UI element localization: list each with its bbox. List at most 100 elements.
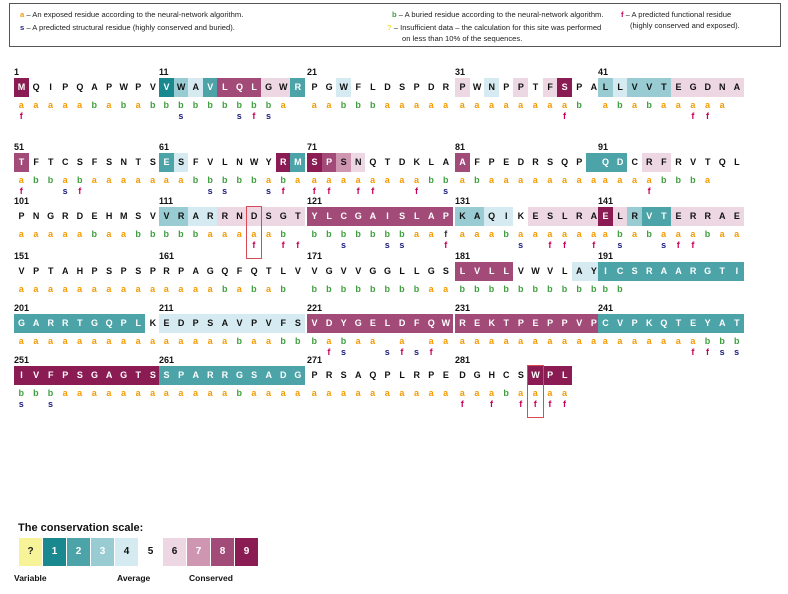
block-position-number: 51 xyxy=(14,142,25,152)
residue-cell: R xyxy=(275,153,291,172)
residue-cell: P xyxy=(57,366,73,385)
residue-cell: R xyxy=(685,207,701,226)
burial-annotation: a xyxy=(33,229,39,239)
residue-cell: G xyxy=(700,262,716,281)
residue-cell: L xyxy=(217,78,233,97)
residue-cell: F xyxy=(188,153,204,172)
burial-annotation: a xyxy=(428,336,434,346)
burial-annotation: a xyxy=(591,336,597,346)
residue-cell: L xyxy=(598,78,613,97)
residue-cell: V xyxy=(145,207,161,226)
burial-annotation: a xyxy=(326,100,332,110)
function-annotation: f xyxy=(296,240,300,250)
residue-cell: E xyxy=(498,153,514,172)
residue-cell: C xyxy=(627,153,643,172)
block-position-number: 151 xyxy=(14,251,30,261)
residue-cell: Y xyxy=(700,314,716,333)
burial-annotation: a xyxy=(222,388,228,398)
burial-annotation: a xyxy=(265,229,271,239)
burial-annotation: a xyxy=(106,229,112,239)
block-position-number: 251 xyxy=(14,355,30,365)
burial-annotation: a xyxy=(661,100,667,110)
burial-annotation: a xyxy=(617,336,623,346)
residue-cell: W xyxy=(173,78,189,97)
burial-annotation: a xyxy=(163,284,169,294)
burial-annotation: a xyxy=(295,388,301,398)
burial-annotation: a xyxy=(251,388,257,398)
function-annotation: f xyxy=(460,399,464,409)
residue-cell: R xyxy=(528,153,543,172)
burial-annotation: a xyxy=(135,388,141,398)
residue-cell: N xyxy=(116,153,132,172)
burial-annotation: b xyxy=(178,100,184,110)
residue-cell: R xyxy=(409,366,425,385)
burial-annotation: a xyxy=(192,336,198,346)
burial-annotation: a xyxy=(602,336,608,346)
residue-cell: G xyxy=(365,262,381,281)
residue-cell: A xyxy=(455,153,470,172)
burial-annotation: a xyxy=(91,284,97,294)
residue-cell: G xyxy=(380,262,395,281)
residue-cell: V xyxy=(307,314,322,333)
burial-annotation: a xyxy=(192,284,198,294)
function-annotation: f xyxy=(705,111,709,121)
burial-annotation: a xyxy=(236,284,242,294)
residue-cell: W xyxy=(275,78,291,97)
burial-annotation: a xyxy=(311,388,317,398)
residue-cell: L xyxy=(423,153,439,172)
function-annotation: f xyxy=(281,240,285,250)
residue-cell: L xyxy=(729,153,745,172)
residue-cell: Q xyxy=(598,153,613,172)
burial-annotation: b xyxy=(18,388,25,398)
burial-annotation: b xyxy=(733,336,740,346)
residue-cell: P xyxy=(542,366,558,385)
residue-cell: S xyxy=(438,262,454,281)
burial-annotation: b xyxy=(369,284,376,294)
residue-cell: K xyxy=(145,314,161,333)
residue-cell: R xyxy=(217,366,233,385)
burial-annotation: a xyxy=(602,175,608,185)
residue-cell: T xyxy=(700,153,716,172)
function-annotation: s xyxy=(734,347,740,357)
block-position-number: 221 xyxy=(307,303,323,313)
residue-cell: Q xyxy=(557,153,573,172)
residue-cell: V xyxy=(641,78,657,97)
burial-annotation: a xyxy=(47,336,53,346)
burial-annotation: a xyxy=(62,175,68,185)
residue-cell: P xyxy=(145,262,161,281)
residue-cell: F xyxy=(469,153,485,172)
burial-annotation: b xyxy=(221,284,228,294)
burial-annotation: a xyxy=(18,336,24,346)
residue-cell: F xyxy=(275,314,291,333)
residue-cell: A xyxy=(571,262,587,281)
residue-cell: E xyxy=(438,366,454,385)
residue-cell: T xyxy=(14,153,29,172)
burial-annotation: a xyxy=(631,175,637,185)
function-annotation: f xyxy=(562,399,566,409)
residue-cell: G xyxy=(275,207,291,226)
residue-cell: P xyxy=(557,314,573,333)
burial-annotation: a xyxy=(106,100,112,110)
residue-cell: W xyxy=(246,153,262,172)
residue-cell: G xyxy=(116,366,132,385)
burial-annotation: a xyxy=(690,229,696,239)
burial-annotation: b xyxy=(280,229,286,239)
residue-cell: M xyxy=(290,153,306,172)
residue-cell: N xyxy=(714,78,730,97)
block-position-number: 61 xyxy=(159,142,170,152)
burial-annotation: a xyxy=(91,175,97,185)
residue-cell: L xyxy=(557,207,573,226)
residue-cell: R xyxy=(202,366,218,385)
residue-cell: V xyxy=(469,262,485,281)
residue-cell: S xyxy=(261,207,277,226)
highlight-box xyxy=(527,365,544,418)
burial-annotation: a xyxy=(47,100,53,110)
burial-annotation: a xyxy=(576,229,582,239)
burial-annotation: a xyxy=(355,388,361,398)
burial-annotation: a xyxy=(399,388,405,398)
residue-cell: L xyxy=(612,207,628,226)
function-annotation: f xyxy=(444,240,448,250)
function-annotation: f xyxy=(400,347,404,357)
burial-annotation: a xyxy=(77,284,83,294)
burial-annotation: b xyxy=(294,336,301,346)
